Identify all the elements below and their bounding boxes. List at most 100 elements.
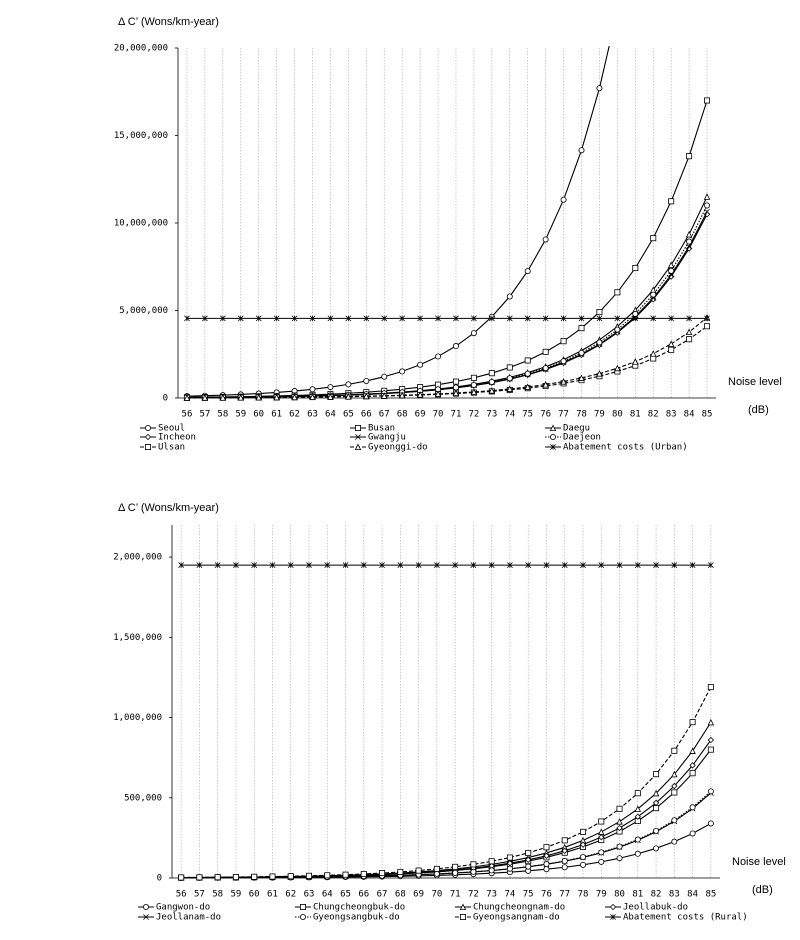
marker (614, 364, 621, 372)
marker (452, 384, 459, 391)
legend-label: Gyeonggi-do (368, 443, 428, 453)
y-tick-label: 2,000,000 (113, 553, 162, 563)
legend-marker (143, 914, 149, 920)
y-tick-label: 500,000 (124, 793, 162, 803)
x-tick-label: 66 (358, 890, 369, 900)
marker (598, 818, 605, 825)
marker (488, 387, 496, 394)
y-tick-label: 0 (157, 874, 162, 884)
marker (650, 235, 657, 242)
marker (327, 393, 334, 400)
marker (237, 394, 245, 401)
x-axis-label: Noise level (728, 376, 782, 388)
marker (598, 858, 605, 865)
marker (360, 562, 367, 568)
x-tick-label: 80 (612, 410, 623, 420)
marker (578, 349, 585, 356)
marker (704, 323, 711, 330)
y-axis-label: Δ C’ (Wons/km-year) (118, 16, 219, 28)
marker (671, 838, 678, 845)
marker (306, 562, 312, 568)
marker (632, 265, 639, 272)
legend-marker (144, 433, 152, 441)
marker (324, 562, 331, 568)
x-tick-label: 73 (486, 410, 497, 420)
series-line (181, 739, 712, 879)
marker (363, 377, 370, 384)
marker (399, 368, 406, 375)
marker (707, 736, 715, 744)
x-tick-label: 82 (651, 890, 662, 900)
marker (470, 374, 477, 381)
marker (542, 236, 549, 243)
marker (707, 718, 715, 726)
marker (543, 852, 550, 859)
marker (202, 315, 208, 322)
marker (652, 799, 660, 807)
x-tick-label: 57 (199, 410, 210, 420)
marker (345, 393, 352, 400)
marker (689, 770, 696, 777)
series-line (186, 317, 708, 399)
marker (543, 866, 550, 873)
marker (178, 874, 185, 881)
marker (653, 562, 659, 568)
series-line (186, 205, 708, 399)
x-tick-label: 65 (343, 410, 354, 420)
marker (488, 378, 495, 385)
x-tick-label: 75 (522, 410, 533, 420)
marker (488, 370, 495, 377)
marker (309, 315, 316, 322)
legend-label: Daegu (563, 424, 590, 434)
marker (668, 198, 675, 205)
marker (542, 365, 549, 372)
x-tick-label: 62 (289, 410, 300, 420)
x-tick-label: 58 (217, 410, 228, 420)
legend-label: Seoul (158, 424, 185, 434)
x-tick-label: 84 (684, 410, 695, 420)
legend-label: Abatement costs (Urban) (563, 443, 688, 453)
x-tick-label: 64 (322, 890, 333, 900)
legend-label: Jeollanam-do (156, 913, 221, 923)
marker (614, 326, 621, 333)
marker (634, 790, 641, 797)
marker (704, 97, 711, 104)
marker (201, 394, 209, 401)
legend-label: Jeollabuk-do (623, 903, 688, 913)
marker (470, 330, 477, 337)
marker (667, 261, 675, 268)
marker (525, 562, 532, 568)
marker (578, 374, 585, 381)
legend-marker (549, 424, 557, 431)
x-tick-label: 79 (596, 890, 607, 900)
marker (506, 364, 513, 371)
marker (327, 315, 334, 322)
marker (345, 381, 352, 388)
marker (578, 315, 585, 322)
marker (255, 393, 262, 401)
y-tick-label: 5,000,000 (119, 306, 168, 316)
x-tick-label: 85 (702, 410, 713, 420)
x-tick-label: 75 (523, 890, 534, 900)
plot-area (183, 46, 711, 401)
marker (506, 315, 513, 322)
marker (345, 315, 352, 322)
marker (543, 844, 550, 851)
marker (363, 315, 370, 322)
marker (650, 315, 657, 322)
x-tick-label: 60 (249, 890, 260, 900)
marker (614, 315, 621, 322)
marker (525, 849, 532, 856)
legend-marker (459, 903, 467, 910)
marker (634, 562, 641, 568)
marker (671, 562, 678, 568)
marker (542, 348, 549, 355)
marker (686, 153, 693, 160)
marker (667, 340, 675, 347)
marker (561, 847, 568, 854)
marker (652, 789, 660, 797)
x-axis-label: Noise level (732, 856, 786, 868)
series-line (186, 213, 708, 399)
x-tick-label: 81 (630, 410, 641, 420)
